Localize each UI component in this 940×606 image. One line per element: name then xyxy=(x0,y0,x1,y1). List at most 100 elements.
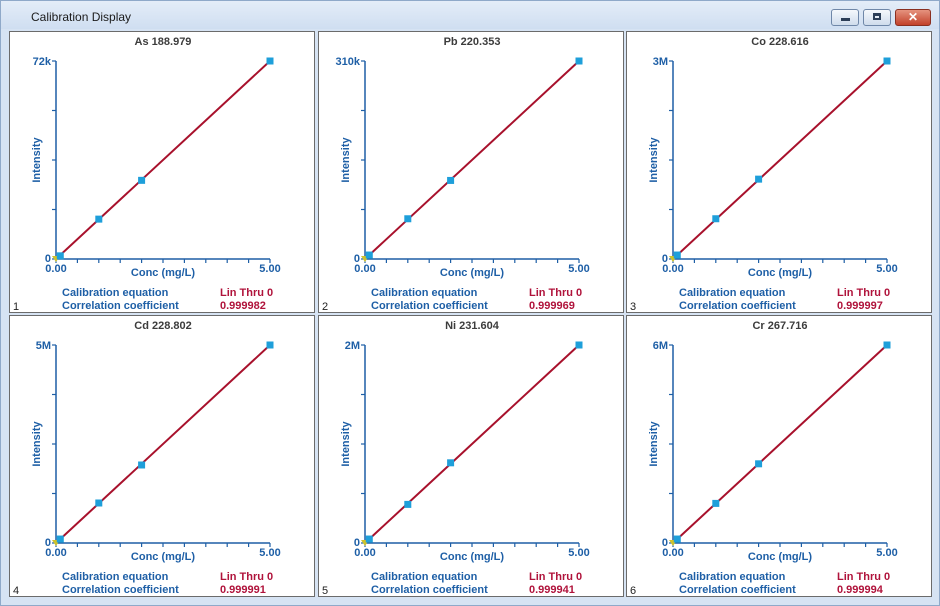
chart-panel[interactable]: As 188.979 72k 0 0.00 5.00 Conc (mg/L) Intensi… xyxy=(9,31,315,313)
correlation-coefficient-value: 0.999969 xyxy=(529,300,575,312)
y-axis-label: Intensity xyxy=(31,137,43,183)
title-bar[interactable]: Calibration Display ✕ xyxy=(1,1,939,29)
panel-index: 6 xyxy=(630,585,636,597)
correlation-coefficient-label: Correlation coefficient xyxy=(679,300,796,312)
y-tick-label-max: 72k xyxy=(33,56,52,68)
y-tick-label-zero: 0 xyxy=(662,253,668,265)
chart-title: Cd 228.802 xyxy=(134,320,191,332)
correlation-coefficient-value: 0.999982 xyxy=(220,300,266,312)
chart-panel[interactable]: Ni 231.604 2M 0 0.00 5.00 Conc (mg/L) Intensit… xyxy=(318,315,624,597)
x-tick-label-max: 5.00 xyxy=(259,263,280,275)
y-tick-label-max: 3M xyxy=(653,56,668,68)
calibration-chart: Co 228.616 3M 00.00 5.00 Conc (mg/L) Intensit… xyxy=(630,36,898,313)
correlation-coefficient-value: 0.999994 xyxy=(837,584,884,596)
panel-index: 5 xyxy=(322,585,328,597)
data-point xyxy=(266,57,274,65)
calibration-equation-value: Lin Thru 0 xyxy=(529,571,582,583)
calibration-equation-value: Lin Thru 0 xyxy=(837,571,890,583)
panel-index: 4 xyxy=(13,585,19,597)
x-axis-label: Conc (mg/L) xyxy=(440,267,504,279)
x-tick-label-zero: 0.00 xyxy=(354,263,375,275)
correlation-coefficient-label: Correlation coefficient xyxy=(679,584,796,596)
chart-panel[interactable]: Co 228.616 3M 0 0.00 5.00 Conc (mg/L) Intensit… xyxy=(626,31,932,313)
calibration-equation-label: Calibration equation xyxy=(62,571,169,583)
correlation-coefficient-value: 0.999991 xyxy=(220,584,266,596)
x-tick-label-zero: 0.00 xyxy=(354,547,375,559)
data-point xyxy=(575,341,583,349)
calibration-chart: As 188.979 72k 00.00 5.00 Conc (mg/L) Intensi… xyxy=(13,36,281,313)
data-point xyxy=(883,341,891,349)
calibration-equation-label: Calibration equation xyxy=(371,287,478,299)
y-axis-label: Intensity xyxy=(31,421,43,467)
fit-line xyxy=(364,60,580,260)
chart-title: Cr 267.716 xyxy=(752,320,807,332)
data-point xyxy=(365,251,373,259)
correlation-coefficient-label: Correlation coefficient xyxy=(62,584,179,596)
chart-title: Co 228.616 xyxy=(751,36,808,48)
y-axis-label: Intensity xyxy=(340,421,352,467)
maximize-button[interactable] xyxy=(863,9,891,26)
data-point xyxy=(138,461,146,469)
correlation-coefficient-label: Correlation coefficient xyxy=(62,300,179,312)
y-tick-label-max: 310k xyxy=(336,56,361,68)
x-axis-label: Conc (mg/L) xyxy=(748,551,812,563)
x-tick-label-max: 5.00 xyxy=(259,547,280,559)
data-point xyxy=(575,57,583,65)
data-point xyxy=(404,215,412,223)
data-point xyxy=(95,215,103,223)
x-axis-label: Conc (mg/L) xyxy=(131,551,195,563)
calibration-equation-label: Calibration equation xyxy=(371,571,478,583)
chart-title: Pb 220.353 xyxy=(444,36,501,48)
x-axis-label: Conc (mg/L) xyxy=(748,267,812,279)
x-tick-label-max: 5.00 xyxy=(876,547,897,559)
data-point xyxy=(56,535,64,543)
data-point xyxy=(95,499,103,507)
chart-title: As 188.979 xyxy=(135,36,192,48)
close-button[interactable]: ✕ xyxy=(895,9,931,26)
y-axis-label: Intensity xyxy=(648,137,660,183)
data-point xyxy=(447,176,455,184)
y-tick-label-zero: 0 xyxy=(662,537,668,549)
chart-panel[interactable]: Cr 267.716 6M 0 0.00 5.00 Conc (mg/L) Intensit… xyxy=(626,315,932,597)
data-point xyxy=(404,500,412,508)
data-point xyxy=(673,535,681,543)
calibration-equation-value: Lin Thru 0 xyxy=(837,287,890,299)
data-point xyxy=(365,535,373,543)
data-point xyxy=(712,215,720,223)
data-point xyxy=(755,175,763,183)
panel-index: 1 xyxy=(13,301,19,313)
fit-line xyxy=(672,60,888,260)
data-point xyxy=(712,499,720,507)
data-point xyxy=(56,252,64,260)
calibration-chart: Cd 228.802 5M 00.00 5.00 Conc (mg/L) Intensit… xyxy=(13,320,281,597)
calibration-chart: Cr 267.716 6M 00.00 5.00 Conc (mg/L) Intensit… xyxy=(630,320,898,597)
fit-line xyxy=(672,344,888,544)
calibration-equation-value: Lin Thru 0 xyxy=(220,571,273,583)
calibration-equation-label: Calibration equation xyxy=(679,287,786,299)
data-point xyxy=(266,341,274,349)
chart-panel[interactable]: Cd 228.802 5M 0 0.00 5.00 Conc (mg/L) Intensit… xyxy=(9,315,315,597)
y-axis-label: Intensity xyxy=(340,137,352,183)
x-axis-label: Conc (mg/L) xyxy=(440,551,504,563)
y-axis-label: Intensity xyxy=(648,421,660,467)
data-point xyxy=(755,460,763,468)
x-tick-label-zero: 0.00 xyxy=(662,263,683,275)
data-point xyxy=(883,57,891,65)
data-point xyxy=(138,176,146,184)
minimize-icon xyxy=(841,18,850,21)
fit-line xyxy=(364,344,580,544)
correlation-coefficient-label: Correlation coefficient xyxy=(371,300,488,312)
calibration-chart: Ni 231.604 2M 00.00 5.00 Conc (mg/L) Intensit… xyxy=(322,320,590,597)
calibration-equation-label: Calibration equation xyxy=(679,571,786,583)
fit-line xyxy=(55,60,271,260)
x-tick-label-max: 5.00 xyxy=(568,263,589,275)
data-point xyxy=(673,251,681,259)
data-point xyxy=(447,459,455,467)
calibration-equation-value: Lin Thru 0 xyxy=(529,287,582,299)
chart-panel[interactable]: Pb 220.353 310k 0 0.00 5.00 Conc (mg/L) Intens… xyxy=(318,31,624,313)
y-tick-label-zero: 0 xyxy=(354,537,360,549)
maximize-icon xyxy=(873,13,881,20)
minimize-button[interactable] xyxy=(831,9,859,26)
window-title: Calibration Display xyxy=(31,10,132,24)
